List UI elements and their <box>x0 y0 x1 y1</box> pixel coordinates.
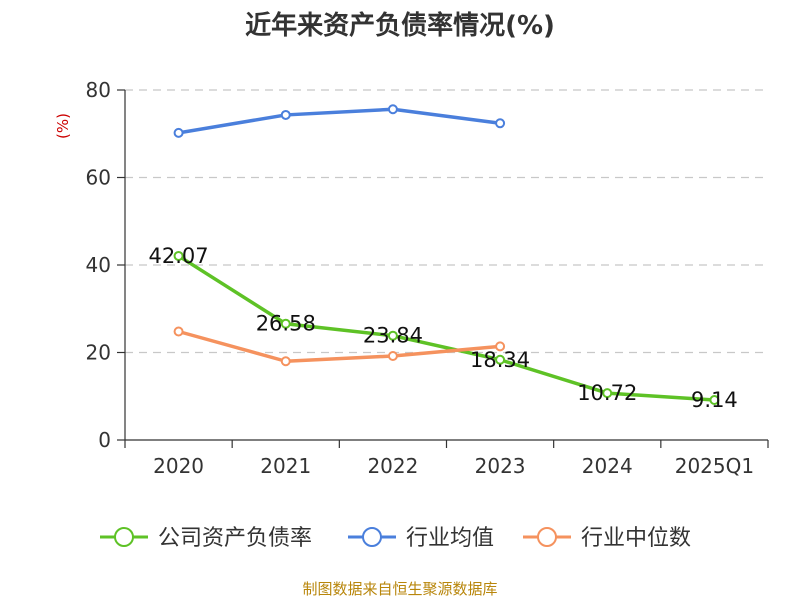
series-1 <box>173 250 720 406</box>
data-point[interactable] <box>280 109 291 120</box>
grid <box>125 89 768 354</box>
data-label: 26.58 <box>256 312 316 336</box>
axes: 0 20 40 60 80 2020 2021 2022 2023 2024 2025Q1 <box>86 78 769 478</box>
data-point[interactable] <box>387 330 398 341</box>
chart-title: 近年来资产负债率情况(%) <box>245 10 555 41</box>
series-2 <box>173 104 506 138</box>
data-label: 42.07 <box>149 244 209 268</box>
legend-marker <box>114 527 134 547</box>
x-tick-label: 2024 <box>582 454 633 478</box>
y-axis-label: (%) <box>54 113 72 139</box>
data-point[interactable] <box>709 395 720 406</box>
series-line <box>178 107 501 135</box>
x-tick-label: 2020 <box>153 454 204 478</box>
data-point[interactable] <box>280 318 291 329</box>
legend-label: 行业中位数 <box>581 526 691 551</box>
data-label: 23.84 <box>363 324 423 348</box>
series-line <box>177 254 715 402</box>
data-point[interactable] <box>387 104 398 115</box>
x-tick-label: 2022 <box>367 454 418 478</box>
data-point[interactable] <box>387 351 398 361</box>
data-label: 10.72 <box>577 381 637 405</box>
x-tick-label: 2023 <box>475 454 526 478</box>
data-label: 9.14 <box>691 388 738 412</box>
y-tick-label: 60 <box>86 166 111 190</box>
data-point[interactable] <box>602 388 613 399</box>
legend[interactable]: 公司资产负债率 行业均值 行业中位数 <box>100 526 691 551</box>
data-labels: 42.07 26.58 23.84 18.34 10.72 9.14 <box>149 244 738 412</box>
x-tick-label: 2025Q1 <box>675 454 754 478</box>
legend-item-1[interactable]: 公司资产负债率 <box>100 526 312 551</box>
data-point[interactable] <box>173 127 184 138</box>
y-tick-label: 40 <box>86 253 111 277</box>
data-point[interactable] <box>495 341 506 352</box>
legend-label: 公司资产负债率 <box>158 526 312 551</box>
data-point[interactable] <box>173 326 184 337</box>
data-label: 18.34 <box>470 348 530 372</box>
legend-marker <box>537 527 557 547</box>
series-line <box>178 329 501 363</box>
data-point[interactable] <box>280 356 291 367</box>
series-group <box>173 104 720 406</box>
data-point[interactable] <box>495 118 506 129</box>
data-point[interactable] <box>495 354 506 365</box>
legend-marker <box>362 527 382 547</box>
y-tick-label: 20 <box>86 341 111 365</box>
data-point[interactable] <box>173 250 184 261</box>
source-note: 制图数据来自恒生聚源数据库 <box>302 580 497 598</box>
legend-item-3[interactable]: 行业中位数 <box>523 526 691 551</box>
y-tick-label: 0 <box>98 428 111 452</box>
y-tick-label: 80 <box>86 78 111 102</box>
legend-label: 行业均值 <box>406 526 494 551</box>
x-tick-label: 2021 <box>260 454 311 478</box>
series-3 <box>173 326 506 367</box>
legend-item-2[interactable]: 行业均值 <box>348 526 494 551</box>
